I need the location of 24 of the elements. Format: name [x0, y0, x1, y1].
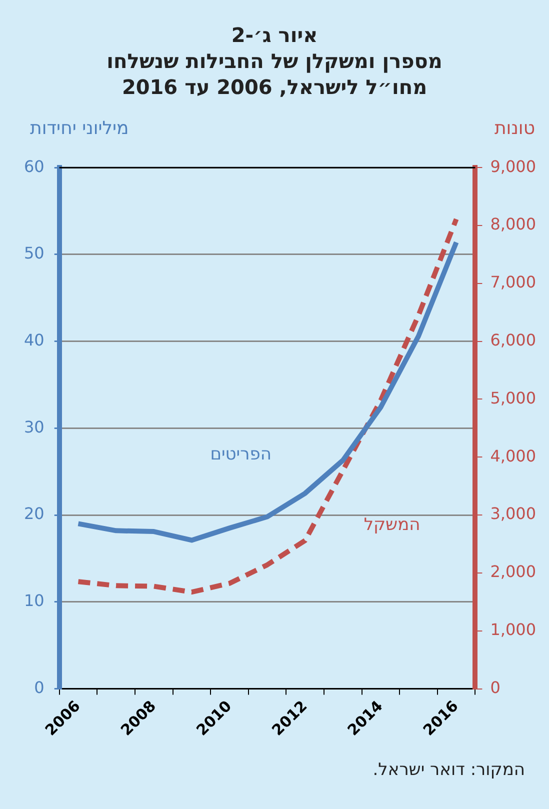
y2-tick-label: 5,000	[490, 388, 536, 408]
y-tick-label: 0	[34, 678, 44, 697]
y2-axis-title: טונות	[494, 118, 535, 139]
y2-tick-label: 3,000	[490, 504, 536, 524]
y-tick-label: 60	[24, 156, 44, 176]
y-tick-label: 40	[24, 330, 44, 350]
y2-tick-label: 7,000	[490, 272, 536, 292]
y2-tick-label: 8,000	[490, 214, 536, 234]
y2-tick-label: 9,000	[490, 156, 536, 176]
text: המשקל	[364, 514, 420, 535]
y-tick-label: 10	[24, 591, 44, 610]
y-axis-title: מיליוני יחידות	[30, 118, 129, 139]
y2-tick-label: 4,000	[490, 446, 536, 466]
y-tick-label: 20	[24, 504, 44, 524]
chart-subtitle: מספרן ומשקלן של החבילות שנשלחו מחו״ל לישראל, 2006 עד 2016	[106, 48, 444, 100]
y2-tick-label: 6,000	[490, 330, 536, 350]
text: הפריטים	[210, 444, 272, 465]
y2-tick-label: 2,000	[490, 562, 536, 582]
y2-tick-label: 0	[490, 678, 500, 697]
y-tick-label: 30	[24, 417, 44, 436]
y2-tick-label: 1,000	[490, 620, 536, 639]
y-tick-label: 50	[24, 244, 44, 263]
chart-title: איור ג׳-2	[230, 22, 319, 48]
text: המקור: דואר ישראל.	[372, 760, 525, 780]
